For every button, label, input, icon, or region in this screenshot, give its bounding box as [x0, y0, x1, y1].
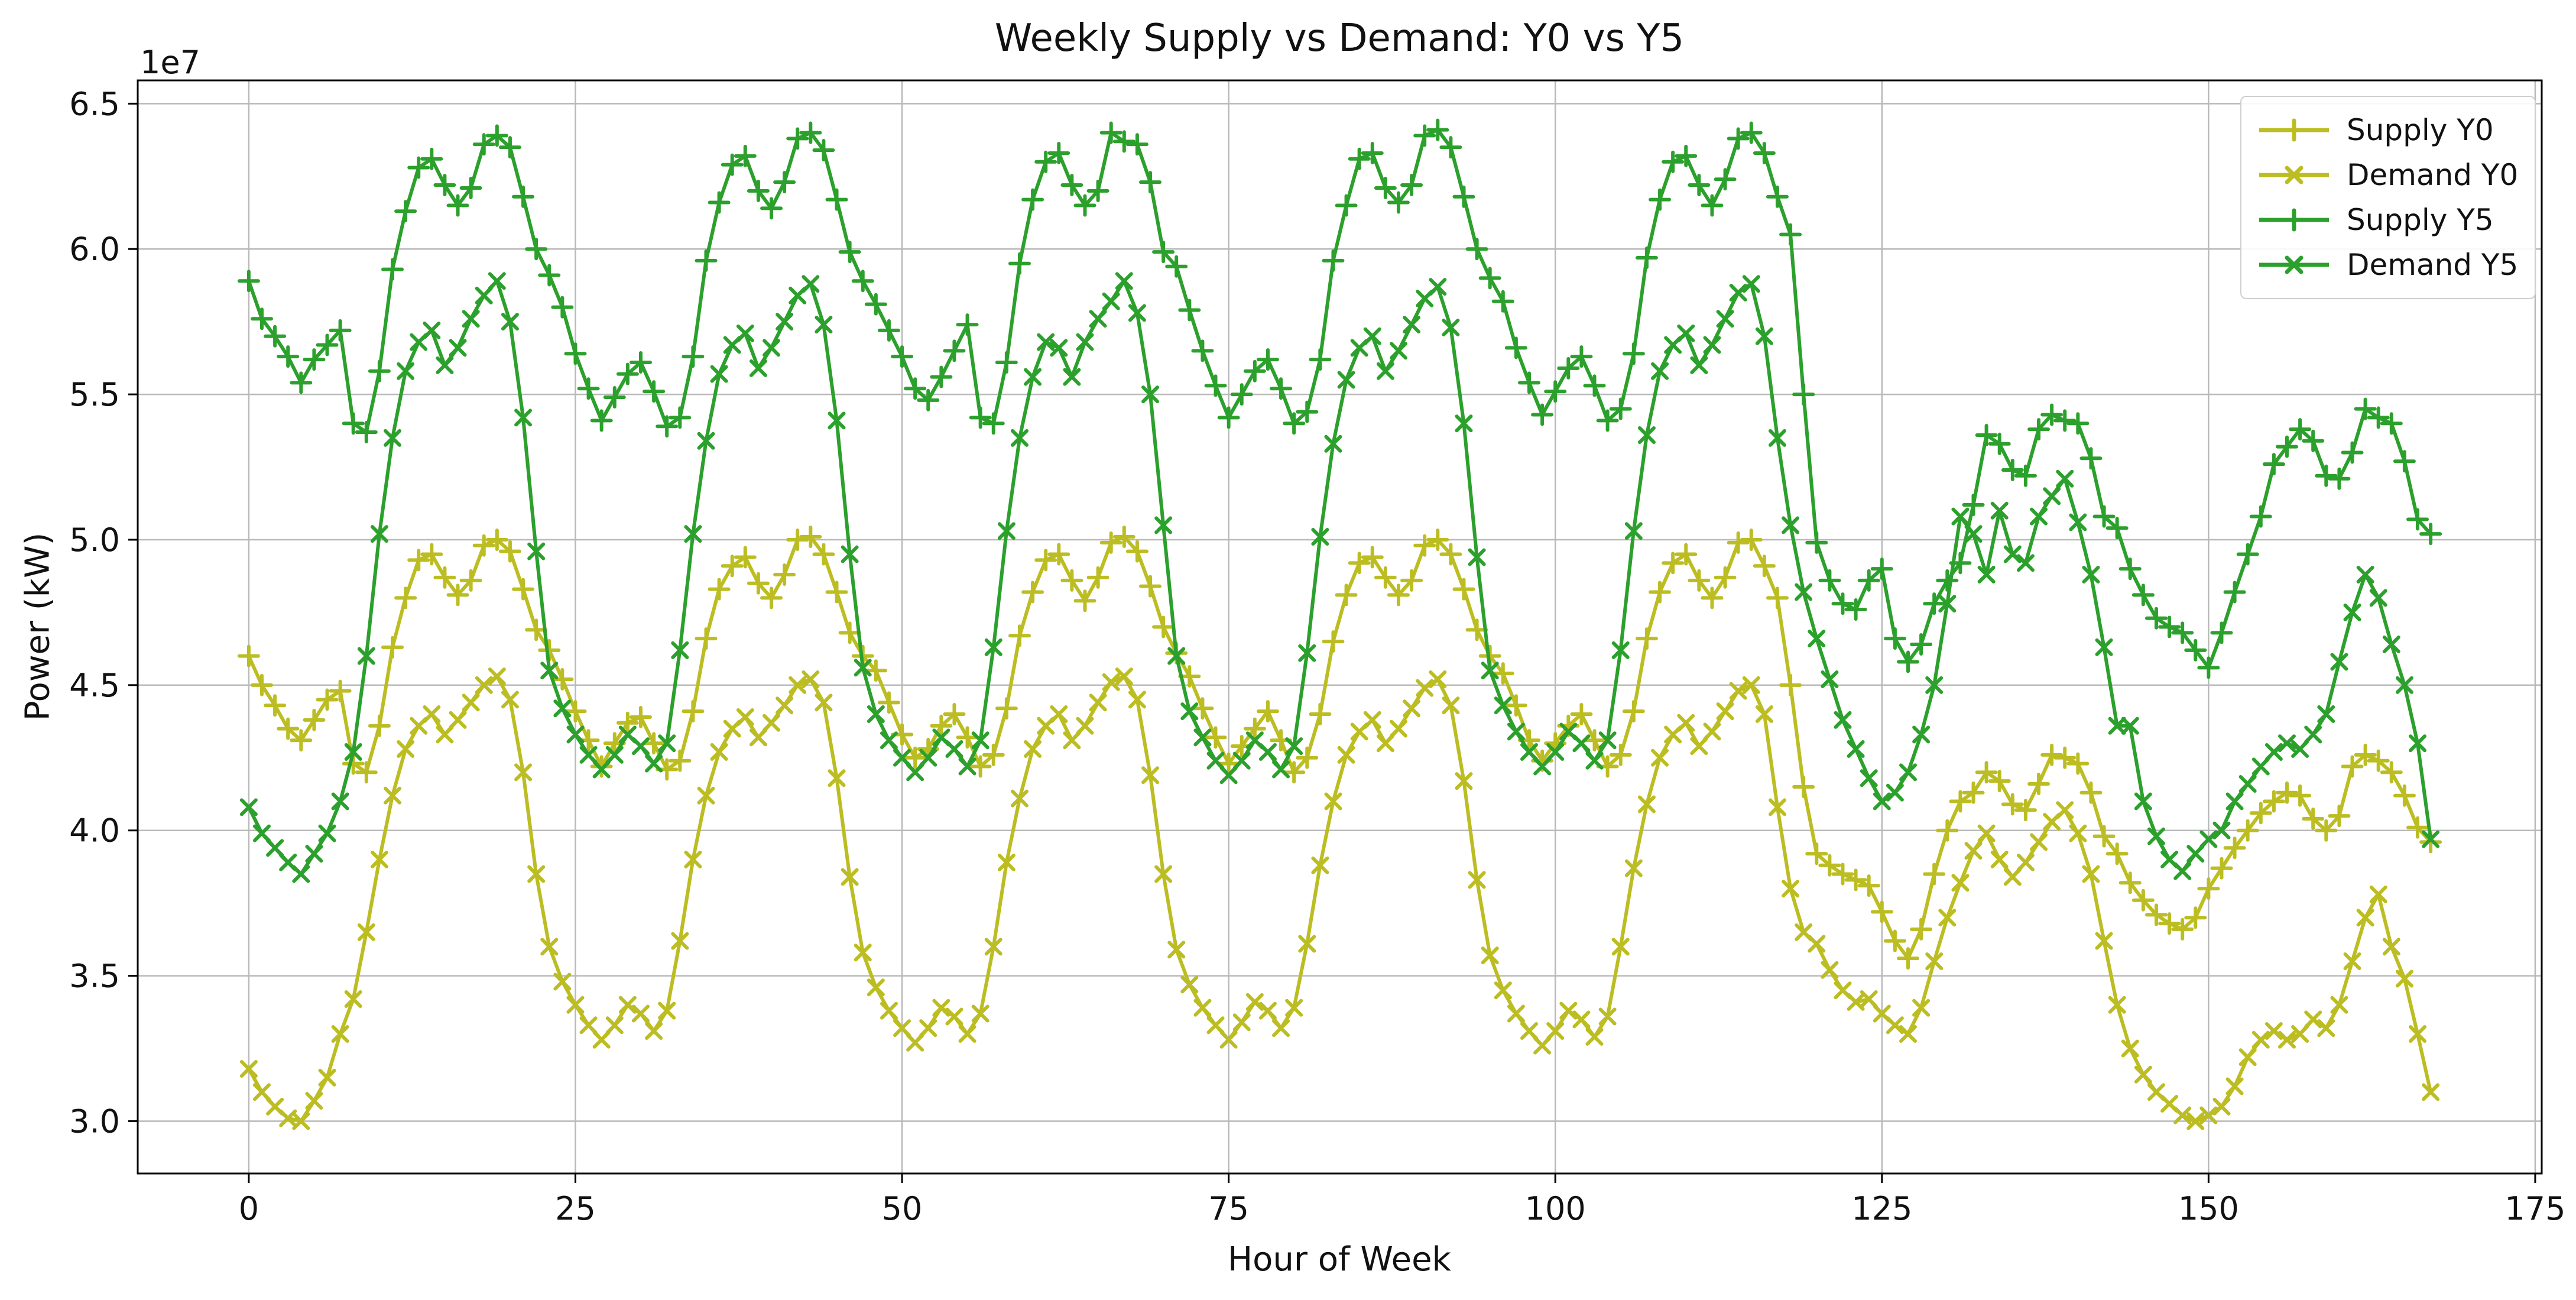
legend-line-sample-supply-y0	[2259, 118, 2329, 142]
series-markers-2	[237, 118, 2442, 679]
y-tick-label: 5.5	[69, 376, 120, 413]
x-tick-label: 0	[239, 1190, 259, 1227]
y-axis-offset-label: 1e7	[140, 44, 200, 81]
x-tick-label: 150	[2178, 1190, 2239, 1227]
series-markers-0	[237, 526, 2442, 970]
legend-line-sample-demand-y0	[2259, 166, 2329, 184]
x-tick-label: 125	[1851, 1190, 1912, 1227]
x-tick-label: 75	[1208, 1190, 1249, 1227]
series-markers-3	[239, 272, 2440, 883]
y-tick-label: 5.0	[69, 521, 120, 559]
legend-label: Supply Y0	[2347, 113, 2494, 147]
legend-line-sample-supply-y5	[2259, 208, 2329, 232]
x-tick-label: 25	[555, 1190, 596, 1227]
y-tick-label: 6.0	[69, 231, 120, 268]
chart-title: Weekly Supply vs Demand: Y0 vs Y5	[994, 17, 1685, 60]
legend-label: Demand Y0	[2347, 158, 2519, 192]
legend-label: Demand Y5	[2347, 248, 2519, 282]
series-markers-1	[239, 667, 2440, 1130]
x-tick-label: 175	[2504, 1190, 2565, 1227]
legend-label: Supply Y5	[2347, 203, 2494, 237]
x-axis-label: Hour of Week	[1228, 1240, 1451, 1279]
y-tick-label: 6.5	[69, 85, 120, 122]
legend-line-sample-demand-y5	[2259, 255, 2329, 274]
legend-item-demand-y0: Demand Y0	[2256, 153, 2520, 197]
axes-spines	[137, 79, 2543, 1175]
legend-item-demand-y5: Demand Y5	[2256, 242, 2520, 287]
legend-item-supply-y0: Supply Y0	[2256, 108, 2520, 153]
y-tick-label: 4.5	[69, 667, 120, 704]
y-tick-label: 3.0	[69, 1103, 120, 1140]
y-tick-label: 3.5	[69, 958, 120, 995]
legend-item-supply-y5: Supply Y5	[2256, 197, 2520, 242]
legend: Supply Y0 Demand Y0 Supply Y5 Demand Y5	[2240, 96, 2536, 299]
x-tick-label: 50	[882, 1190, 923, 1227]
x-tick-label: 100	[1525, 1190, 1586, 1227]
y-tick-label: 4.0	[69, 812, 120, 850]
y-axis-label: Power (kW)	[18, 532, 57, 721]
